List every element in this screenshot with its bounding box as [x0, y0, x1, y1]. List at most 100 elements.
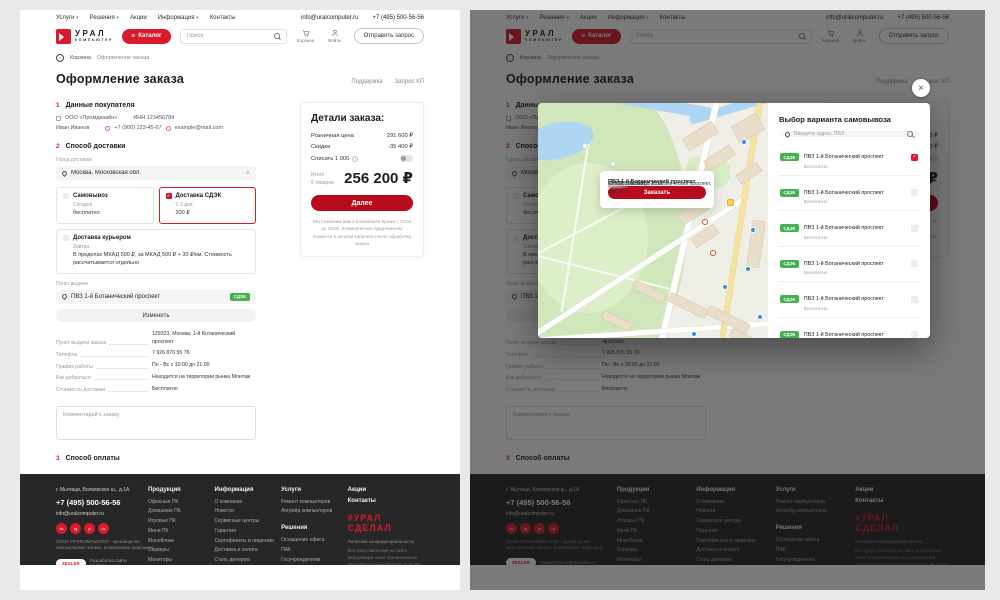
order-button[interactable]: Заказать	[608, 186, 706, 199]
footer-email[interactable]: info@uralcomputer.ru	[56, 510, 104, 517]
close-icon[interactable]: ×	[912, 79, 930, 97]
map-marker[interactable]	[745, 266, 751, 272]
search-icon[interactable]	[907, 131, 913, 137]
dzen-icon[interactable]: dz	[98, 522, 109, 534]
footer-link[interactable]: Сервисные центры	[214, 518, 260, 525]
footer-link[interactable]: Госучреждениям	[281, 556, 321, 563]
footer-link[interactable]: Гарантия	[214, 527, 236, 534]
map-marker-red[interactable]	[702, 219, 708, 225]
login-button[interactable]: Войти	[325, 29, 345, 43]
cart-icon	[302, 30, 310, 37]
next-button[interactable]: Далее	[311, 195, 413, 211]
map-marker[interactable]	[722, 284, 728, 290]
checkbox-icon[interactable]	[911, 260, 918, 268]
checkbox-icon[interactable]	[911, 295, 918, 303]
footer-link[interactable]: Мониторы	[148, 557, 172, 564]
checkbox-icon[interactable]	[911, 224, 918, 232]
footer-link[interactable]: Апгрейд компьютеров	[281, 508, 333, 515]
footer-link[interactable]: Мини ПК	[148, 527, 169, 534]
telegram-icon[interactable]: tg	[70, 522, 81, 534]
footer-link[interactable]: Сертификаты и лицензии	[214, 537, 274, 544]
pvz-search-input[interactable]	[794, 131, 903, 137]
footer-link[interactable]: Стать дилером	[214, 557, 250, 564]
pickup-point-field[interactable]: ПВЗ 1-й Ботанический проспект СДЭК	[56, 289, 256, 304]
checkout-form: 1 Данные покупателя ООО «Промдизайн» ИНН…	[56, 94, 256, 474]
city-input[interactable]	[71, 170, 242, 176]
privacy-policy-link[interactable]: Политика конфиденциальности	[347, 539, 415, 545]
clear-city-icon[interactable]: ×	[245, 169, 250, 177]
support-link[interactable]: Поддержка	[351, 79, 383, 85]
site-footer: г. Мытищи, Волковское ш., д.1А +7 (495) …	[20, 473, 460, 565]
footer-link[interactable]: Моноблоки	[148, 537, 174, 544]
nav-services[interactable]: Услуги ▾	[56, 15, 79, 21]
checkbox-checked-icon[interactable]: ✓	[165, 193, 172, 199]
send-request-button[interactable]: Отправить запрос	[353, 28, 424, 44]
footer-link[interactable]: Офисные ПК	[148, 498, 179, 505]
change-pickup-button[interactable]: Изменить	[56, 309, 256, 323]
map-marker-red[interactable]	[710, 250, 716, 256]
checkbox-icon[interactable]	[63, 193, 69, 199]
user-icon	[331, 29, 338, 37]
footer-col-services[interactable]: Услуги	[281, 486, 302, 493]
search-input[interactable]	[186, 33, 274, 39]
nav-solutions[interactable]: Решения ▾	[89, 15, 119, 21]
map-marker[interactable]	[691, 331, 697, 337]
checkbox-icon[interactable]	[911, 189, 918, 197]
footer-col-promos[interactable]: Акции	[347, 486, 367, 493]
nav-promos[interactable]: Акции	[129, 15, 147, 21]
footer-col-solutions[interactable]: Решения	[281, 525, 308, 532]
footer-col-info[interactable]: Информация	[214, 486, 254, 493]
catalog-button[interactable]: ≡ Каталог	[122, 28, 171, 44]
header-phone-link[interactable]: +7 (495) 500-56-56	[372, 15, 424, 21]
nav-contacts[interactable]: Контакты	[209, 15, 236, 21]
search-icon[interactable]	[273, 33, 280, 39]
footer-link[interactable]: Домашние ПК	[148, 508, 181, 515]
footer-link[interactable]: Серверы	[148, 547, 169, 554]
map-marker[interactable]	[757, 314, 763, 320]
map-poi-marker[interactable]	[610, 161, 616, 167]
pickup-list-item[interactable]: СДЭК ПВЗ 1-й Ботанический проспектБеспла…	[779, 318, 919, 338]
footer-link[interactable]: Доставка и оплата	[214, 547, 258, 554]
developer-caption[interactable]: Разработка сайта zexler.ru	[89, 558, 127, 565]
footer-col-contacts[interactable]: Контакты	[347, 497, 376, 504]
delivery-option-courier[interactable]: Доставка курьером Завтра В пределах МКАД…	[56, 228, 256, 274]
pickup-map[interactable]: ПВЗ 1-й Ботанический проспект Адрес: 129…	[538, 103, 768, 338]
popup-title: ПВЗ 1-й Ботанический проспект	[608, 179, 696, 185]
bonus-toggle[interactable]	[400, 155, 413, 162]
footer-link[interactable]: Ремонт компьютеров	[281, 498, 331, 505]
footer-phone[interactable]: +7 (495) 500-56-56	[56, 497, 121, 507]
map-marker[interactable]	[741, 139, 747, 145]
cart-button[interactable]: Корзина	[296, 29, 316, 43]
footer-link[interactable]: Оснащение офиса	[281, 537, 325, 544]
info-icon[interactable]: i	[352, 155, 359, 162]
delivery-option-cdek[interactable]: ✓Доставка СДЭК 1-3 дня 200 ₽	[158, 187, 256, 224]
footer-col-products[interactable]: Продукция	[148, 486, 181, 493]
request-kp-link[interactable]: Запрос КП	[394, 79, 424, 85]
nav-information[interactable]: Информация ▾	[157, 15, 199, 21]
popup-schedule-label: График:	[608, 184, 625, 189]
back-arrow-icon[interactable]: ←	[56, 54, 64, 62]
order-comment-input[interactable]	[56, 405, 256, 440]
checkbox-icon[interactable]	[63, 234, 69, 241]
checkbox-checked-icon[interactable]: ✓	[911, 153, 918, 161]
vk-icon[interactable]: vk	[56, 522, 67, 534]
footer-link[interactable]: Игровые ПК	[148, 518, 176, 525]
logo[interactable]: УРАЛ КОМПЬЮТЕР	[56, 28, 113, 44]
footer-link[interactable]: О компании	[214, 498, 243, 505]
map-marker[interactable]	[750, 227, 756, 233]
map-poi-marker[interactable]	[582, 143, 588, 149]
delivery-option-pickup[interactable]: Самовывоз Сегодня бесплатно	[56, 187, 154, 224]
developer-badge[interactable]: ZEXLER	[56, 558, 86, 565]
breadcrumb-cart[interactable]: Корзина	[70, 55, 91, 61]
checkbox-icon[interactable]	[911, 331, 918, 338]
map-marker-yellow[interactable]	[727, 199, 734, 206]
header-email-link[interactable]: info@uralcomputer.ru	[301, 15, 359, 21]
youtube-icon[interactable]: yt	[84, 522, 95, 534]
footer-link[interactable]: ПАК	[281, 546, 291, 553]
footer-link[interactable]: Новости	[214, 508, 234, 515]
